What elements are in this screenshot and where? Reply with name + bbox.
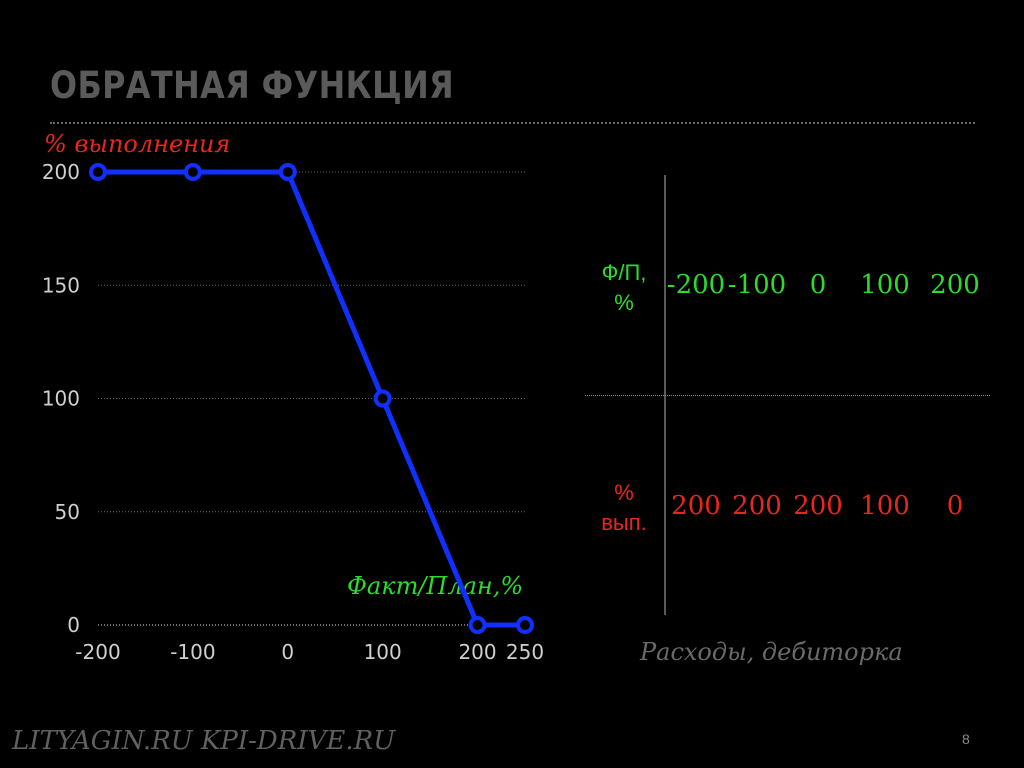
x-axis-label: Факт/План,%	[347, 572, 524, 600]
data-point-0	[89, 163, 107, 181]
table-caption: Расходы, дебиторка	[640, 638, 903, 666]
x-tick-label-1: -100	[170, 640, 215, 664]
y-tick-label-1: 150	[42, 273, 80, 297]
fp-cell-2: -100	[727, 270, 787, 300]
data-point-2	[278, 163, 297, 181]
y-tick-label-0: 200	[42, 160, 80, 184]
footer-sites: LITYAGIN.RU KPI-DRIVE.RU	[12, 726, 396, 756]
row-label-fact-plan: Ф/П, %	[592, 258, 656, 318]
vyp-cell-5: 0	[946, 491, 964, 521]
fp-cell-3: 0	[809, 270, 827, 300]
y-tick-label-2: 100	[42, 387, 80, 411]
y-axis-label: % выполнения	[44, 130, 231, 158]
chart-series	[89, 163, 534, 634]
data-point-1	[183, 163, 202, 181]
vyp-cell-2: 200	[732, 491, 782, 521]
vyp-cell-3: 200	[793, 491, 843, 521]
row-label-percent-done: % вып.	[592, 478, 656, 538]
x-tick-label-0: -200	[75, 640, 120, 664]
fp-cell-5: 200	[930, 270, 980, 300]
data-point-3	[373, 389, 392, 408]
x-tick-label-4: 200	[458, 640, 496, 664]
data-point-4	[468, 616, 487, 634]
data-point-5	[516, 616, 534, 634]
x-tick-label-5: 250	[506, 640, 544, 664]
x-tick-label-2: 0	[281, 640, 294, 664]
y-tick-label-4: 0	[67, 613, 80, 637]
fp-cell-4: 100	[860, 270, 910, 300]
slide-title: ОБРАТНАЯ ФУНКЦИЯ	[50, 64, 455, 107]
y-tick-label-3: 50	[55, 500, 80, 524]
page-number: 8	[962, 731, 970, 747]
x-tick-label-3: 100	[364, 640, 402, 664]
table-horizontal-divider	[585, 395, 990, 396]
row-label-percent-done-line-1: %	[614, 480, 634, 505]
row-label-percent-done-line-2: вып.	[601, 510, 647, 535]
fp-cell-1: -200	[666, 270, 726, 300]
row-label-fact-plan-line-1: Ф/П,	[601, 260, 647, 285]
vyp-cell-1: 200	[671, 491, 721, 521]
vyp-cell-4: 100	[860, 491, 910, 521]
chart-grid	[98, 171, 525, 626]
row-label-fact-plan-line-2: %	[614, 290, 634, 315]
chart-ticks: 200 150 100 50 0 -200 -100 0 100 200 250	[42, 160, 544, 664]
title-divider	[50, 122, 975, 124]
